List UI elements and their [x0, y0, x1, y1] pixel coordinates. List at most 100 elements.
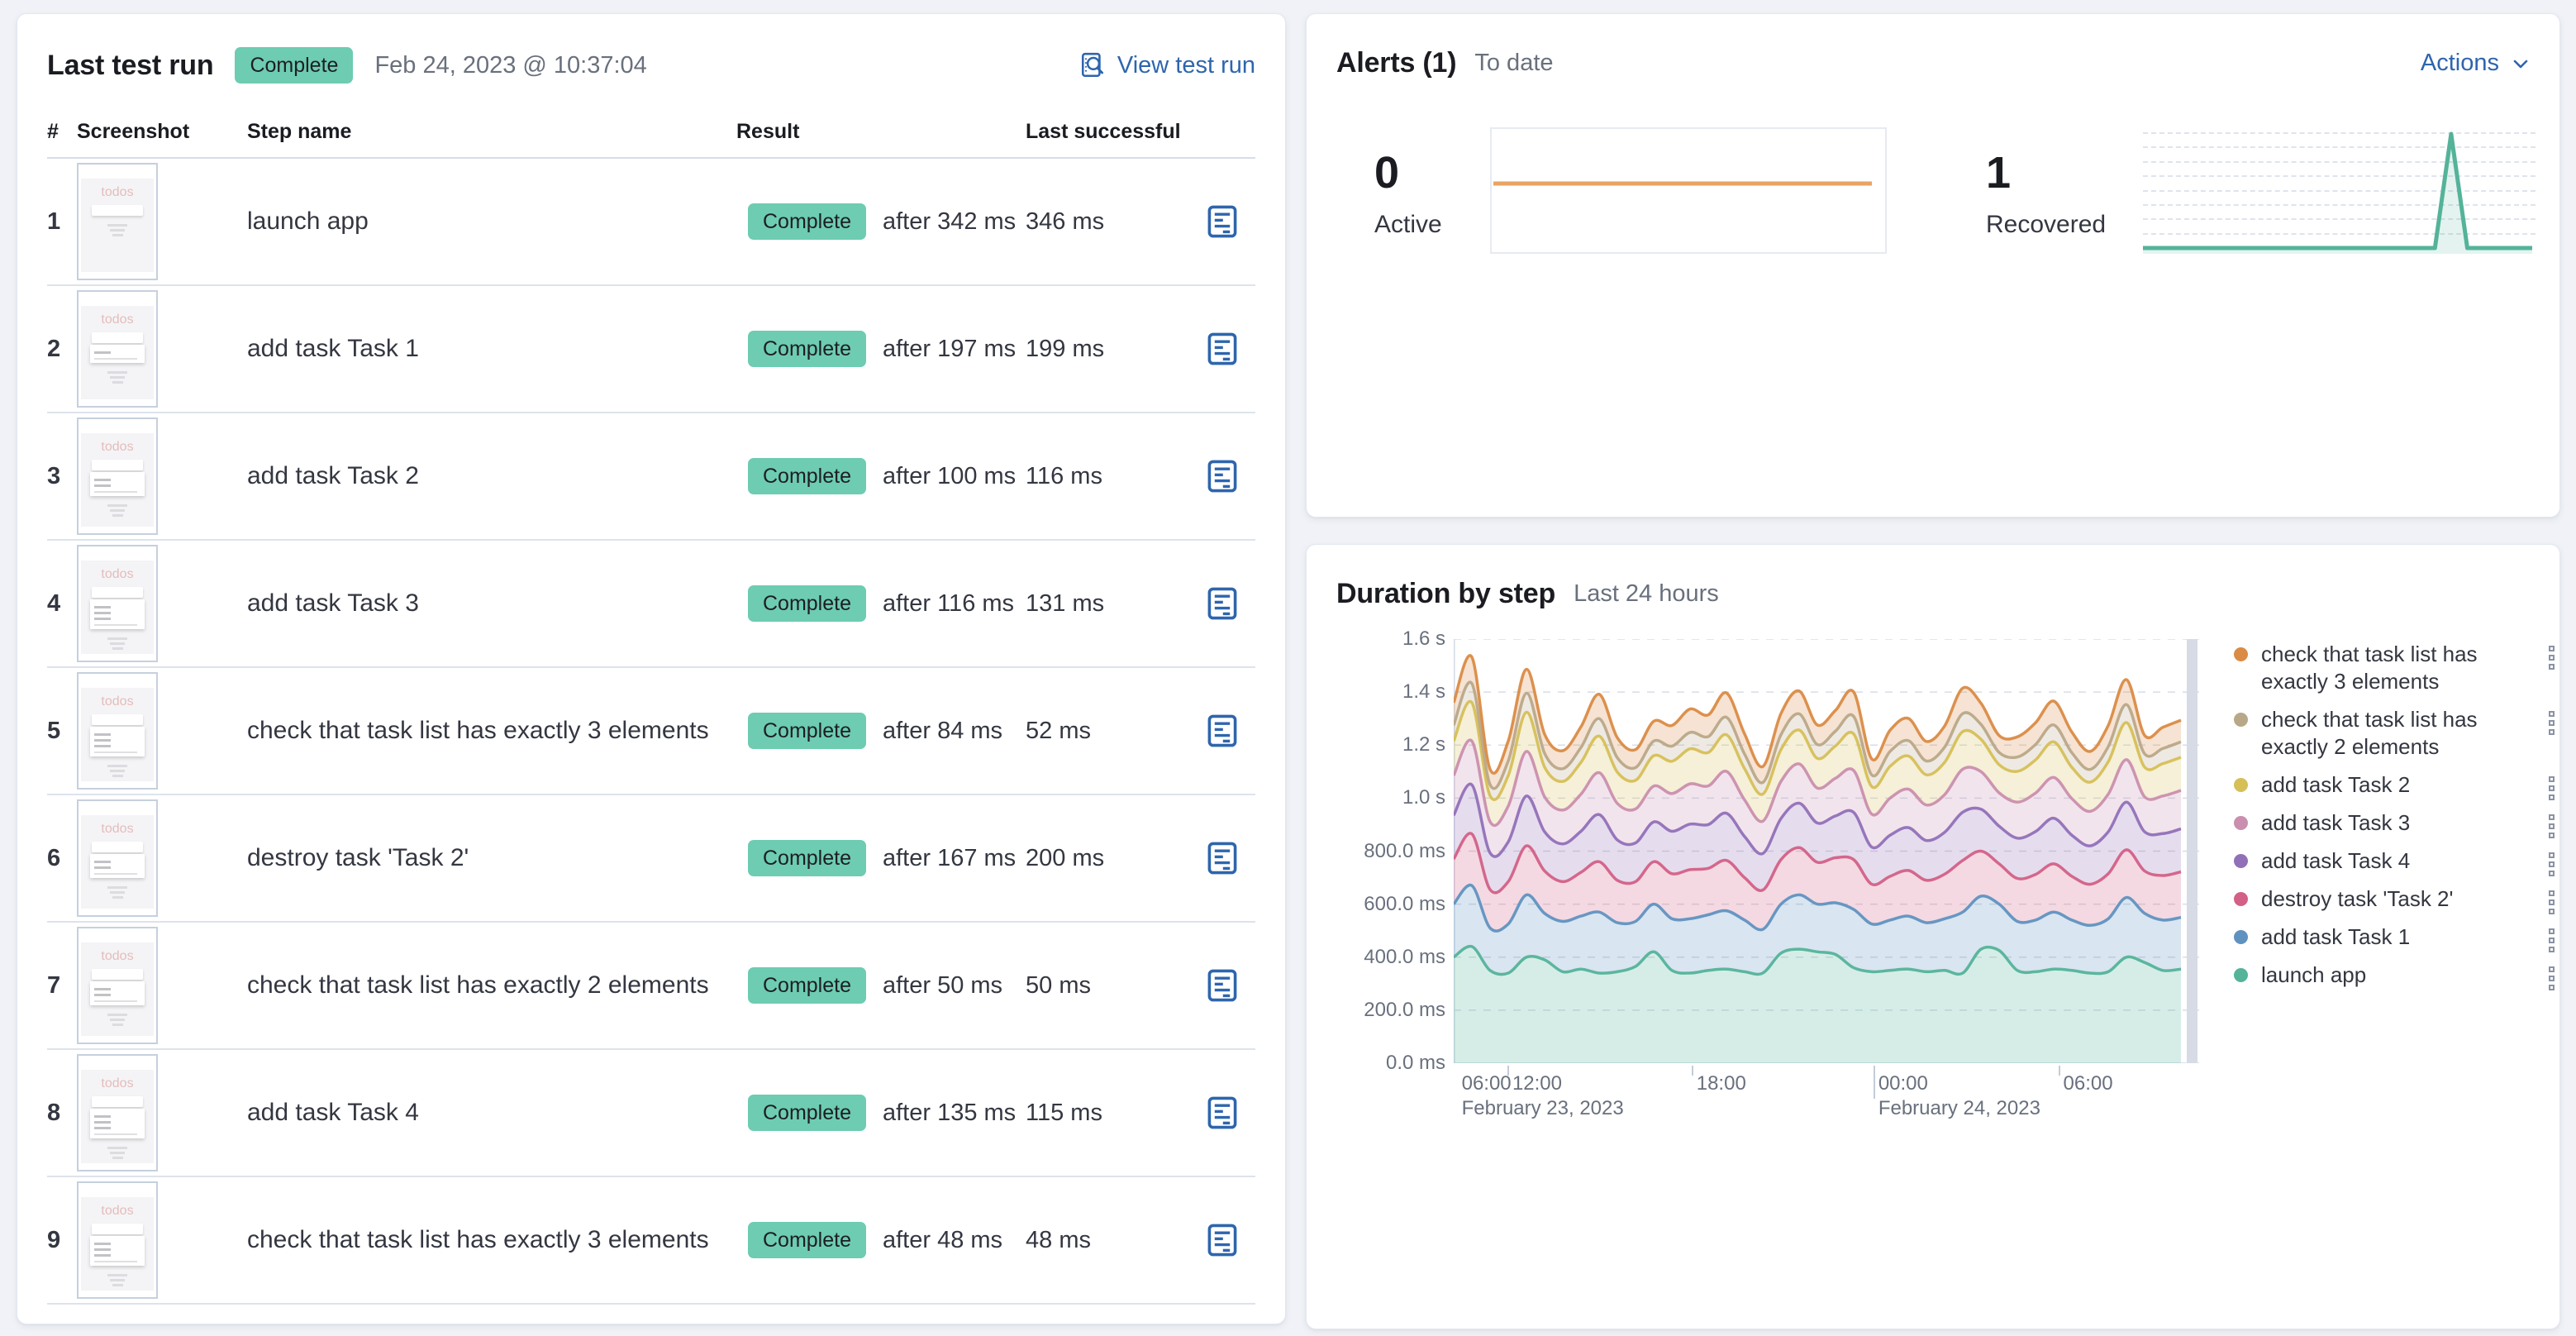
step-screenshot-thumbnail[interactable]: todos: [77, 418, 158, 535]
step-name: check that task list has exactly 2 eleme…: [247, 971, 709, 999]
step-name: destroy task 'Task 2': [247, 843, 469, 871]
step-name: add task Task 4: [247, 1098, 419, 1126]
legend-options-button[interactable]: [2547, 851, 2556, 878]
run-timestamp: Feb 24, 2023 @ 10:37:04: [374, 51, 647, 79]
active-alerts-sparkline: [1490, 127, 1887, 254]
step-screenshot-thumbnail[interactable]: todos: [77, 163, 158, 280]
duration-chart-plot[interactable]: [1454, 639, 2199, 1063]
step-trace-icon: [1207, 1224, 1237, 1257]
step-row: 4 todos add task Task 3 Complete after 1…: [47, 541, 1255, 668]
col-result: Result: [736, 120, 800, 143]
todos-footer-lines: [81, 371, 154, 384]
legend-item[interactable]: launch app: [2234, 961, 2561, 992]
step-result-badge: Complete: [748, 1222, 866, 1258]
step-trace-icon: [1207, 460, 1237, 493]
col-last-successful: Last successful: [1026, 120, 1181, 143]
step-result-badge: Complete: [748, 840, 866, 876]
step-screenshot-thumbnail[interactable]: todos: [77, 1181, 158, 1299]
step-number: 9: [47, 1226, 61, 1253]
step-detail-button[interactable]: [1199, 580, 1245, 627]
recovered-alerts-count: 1: [1986, 148, 2012, 198]
step-detail-button[interactable]: [1199, 1090, 1245, 1136]
legend-item[interactable]: add task Task 3: [2234, 809, 2561, 840]
step-row: 2 todos add task Task 1 Complete after 1…: [47, 286, 1255, 413]
legend-options-button[interactable]: [2547, 775, 2556, 802]
todos-app-title: todos: [101, 1204, 134, 1218]
todos-footer-lines: [81, 765, 154, 777]
view-test-run-label: View test run: [1117, 51, 1255, 79]
todos-input-bar: [92, 714, 143, 725]
step-detail-button[interactable]: [1199, 1217, 1245, 1263]
active-alerts-count: 0: [1374, 148, 1400, 198]
legend-label: add task Task 4: [2261, 848, 2411, 874]
step-trace-icon: [1207, 587, 1237, 620]
legend-item[interactable]: add task Task 1: [2234, 923, 2561, 954]
step-after-duration: after 197 ms: [883, 335, 1017, 362]
step-row: 9 todos check that task list has exactly…: [47, 1177, 1255, 1305]
step-screenshot-thumbnail[interactable]: todos: [77, 545, 158, 662]
step-name: check that task list has exactly 3 eleme…: [247, 716, 709, 744]
x-axis-date-label: February 24, 2023: [1878, 1097, 2040, 1119]
step-detail-button[interactable]: [1199, 198, 1245, 245]
step-trace-icon: [1207, 332, 1237, 365]
step-last-successful: 199 ms: [1026, 335, 1105, 362]
step-detail-button[interactable]: [1199, 708, 1245, 754]
legend-options-button[interactable]: [2547, 813, 2556, 840]
legend-options-button[interactable]: [2547, 965, 2556, 992]
step-detail-button[interactable]: [1199, 326, 1245, 372]
legend-item[interactable]: check that task list has exactly 2 eleme…: [2234, 706, 2561, 761]
inspect-icon: [1081, 52, 1103, 78]
step-last-successful: 131 ms: [1026, 589, 1105, 617]
step-after-duration: after 116 ms: [883, 589, 1015, 617]
legend-item[interactable]: add task Task 4: [2234, 847, 2561, 878]
step-detail-button[interactable]: [1199, 835, 1245, 881]
legend-options-button[interactable]: [2547, 644, 2556, 671]
legend-item[interactable]: destroy task 'Task 2': [2234, 885, 2561, 916]
actions-label: Actions: [2420, 50, 2499, 76]
step-screenshot-thumbnail[interactable]: todos: [77, 1054, 158, 1171]
screenshot-preview: todos: [81, 1062, 154, 1163]
legend-label: add task Task 3: [2261, 810, 2411, 836]
legend-label: add task Task 2: [2261, 772, 2411, 798]
step-row: 8 todos add task Task 4 Complete after 1…: [47, 1050, 1255, 1177]
last-test-run-panel: Last test run Complete Feb 24, 2023 @ 10…: [17, 13, 1286, 1324]
active-alerts-label: Active: [1374, 211, 1442, 239]
todos-task-card: [90, 981, 145, 1005]
legend-item[interactable]: add task Task 2: [2234, 771, 2561, 802]
legend-item[interactable]: check that task list has exactly 3 eleme…: [2234, 641, 2561, 695]
step-screenshot-thumbnail[interactable]: todos: [77, 927, 158, 1044]
view-test-run-link[interactable]: View test run: [1079, 51, 1255, 79]
step-number: 4: [47, 589, 61, 617]
recovered-alerts-label: Recovered: [1986, 211, 2107, 239]
step-detail-button[interactable]: [1199, 453, 1245, 499]
step-number: 2: [47, 335, 61, 362]
step-after-duration: after 100 ms: [883, 462, 1017, 489]
step-detail-button[interactable]: [1199, 962, 1245, 1009]
todos-app-title: todos: [101, 822, 134, 836]
step-number: 6: [47, 844, 61, 871]
step-result-badge: Complete: [748, 585, 866, 622]
step-screenshot-thumbnail[interactable]: todos: [77, 799, 158, 917]
todos-task-card: [90, 727, 145, 756]
y-axis-tick-label: 1.0 s: [1402, 786, 1445, 809]
todos-input-bar: [92, 587, 143, 598]
alerts-subtitle: To date: [1474, 50, 1554, 76]
alerts-actions-dropdown[interactable]: Actions: [2421, 50, 2532, 77]
duration-title: Duration by step: [1336, 578, 1556, 609]
step-last-successful: 200 ms: [1026, 844, 1105, 871]
legend-options-button[interactable]: [2547, 889, 2556, 916]
steps-table-header: # Screenshot Step name Result Last succe…: [47, 120, 1255, 159]
step-screenshot-thumbnail[interactable]: todos: [77, 672, 158, 790]
alerts-panel: Alerts (1) To date Actions 0 Active 1 Re…: [1306, 13, 2560, 518]
legend-options-button[interactable]: [2547, 709, 2556, 737]
legend-options-button[interactable]: [2547, 927, 2556, 954]
y-axis-tick-label: 600.0 ms: [1364, 892, 1445, 915]
y-axis-tick-label: 1.4 s: [1402, 680, 1445, 704]
todos-input-bar: [92, 969, 143, 980]
step-result-badge: Complete: [748, 967, 866, 1004]
step-screenshot-thumbnail[interactable]: todos: [77, 290, 158, 408]
step-number: 1: [47, 208, 61, 235]
todos-footer-lines: [81, 886, 154, 899]
step-after-duration: after 84 ms: [883, 717, 1003, 744]
todos-task-card: [90, 599, 145, 629]
